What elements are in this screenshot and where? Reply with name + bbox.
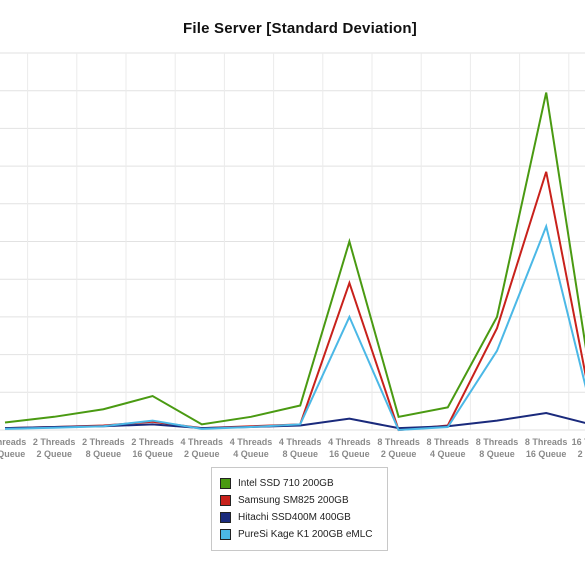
x-tick-label: 8 Queue <box>479 449 515 459</box>
x-tick-label: 4 Threads <box>279 437 322 447</box>
x-tick-label: 2 Threads <box>131 437 174 447</box>
chart-title: File Server [Standard Deviation] <box>183 20 417 37</box>
x-tick-label: 16 Queue <box>526 449 567 459</box>
legend-swatch-puresi <box>220 528 231 540</box>
series-line-3 <box>4 223 585 432</box>
legend-label-intel: Intel SSD 710 200GB <box>238 477 334 489</box>
x-tick-label: 2 Queue <box>381 449 417 459</box>
x-axis-tick-labels: 1 Threads 16 Queue 2 Threads 2 Queue 2 Threa… <box>0 437 585 459</box>
x-tick-label: 16 Queue <box>0 449 25 459</box>
x-tick-label: 1 Threads <box>0 437 26 447</box>
x-tick-label: 16 Threads <box>572 437 585 447</box>
legend-swatch-intel <box>220 477 231 489</box>
legend-item-puresi: PureSi Kage K1 200GB eMLC <box>220 527 373 541</box>
x-tick-label: 8 Threads <box>377 437 420 447</box>
x-tick-label: 4 Threads <box>328 437 371 447</box>
x-tick-label: 2 Threads <box>33 437 76 447</box>
x-tick-label: 8 Queue <box>86 449 122 459</box>
legend-item-hitachi: Hitachi SSD400M 400GB <box>220 510 351 524</box>
x-tick-label: 2 Threads <box>82 437 125 447</box>
x-tick-label: 2 Queue <box>578 449 585 459</box>
legend-item-samsung: Samsung SM825 200GB <box>220 493 349 507</box>
series-line-1 <box>4 171 585 432</box>
x-tick-label: 4 Threads <box>230 437 273 447</box>
legend-label-puresi: PureSi Kage K1 200GB eMLC <box>238 528 373 540</box>
legend-swatch-hitachi <box>220 511 231 523</box>
x-tick-label: 8 Queue <box>282 449 318 459</box>
series-lines <box>4 92 585 432</box>
x-tick-label: 2 Queue <box>36 449 72 459</box>
legend-item-intel: Intel SSD 710 200GB <box>220 476 334 490</box>
x-tick-label: 4 Queue <box>233 449 269 459</box>
x-tick-label: 8 Threads <box>476 437 519 447</box>
x-tick-label: 4 Queue <box>430 449 466 459</box>
x-tick-label: 8 Threads <box>525 437 568 447</box>
x-tick-label: 8 Threads <box>427 437 470 447</box>
legend-label-hitachi: Hitachi SSD400M 400GB <box>238 511 351 523</box>
gridlines <box>0 52 585 431</box>
x-tick-label: 16 Queue <box>132 449 173 459</box>
line-chart-plot: 1 Threads 16 Queue 2 Threads 2 Queue 2 Threa… <box>0 52 585 459</box>
series-line-0 <box>4 92 585 426</box>
x-tick-label: 2 Queue <box>184 449 220 459</box>
legend-swatch-samsung <box>220 494 231 506</box>
legend-label-samsung: Samsung SM825 200GB <box>238 494 349 506</box>
legend: Intel SSD 710 200GB Samsung SM825 200GB … <box>211 467 388 551</box>
x-tick-label: 4 Threads <box>181 437 224 447</box>
x-tick-label: 16 Queue <box>329 449 370 459</box>
